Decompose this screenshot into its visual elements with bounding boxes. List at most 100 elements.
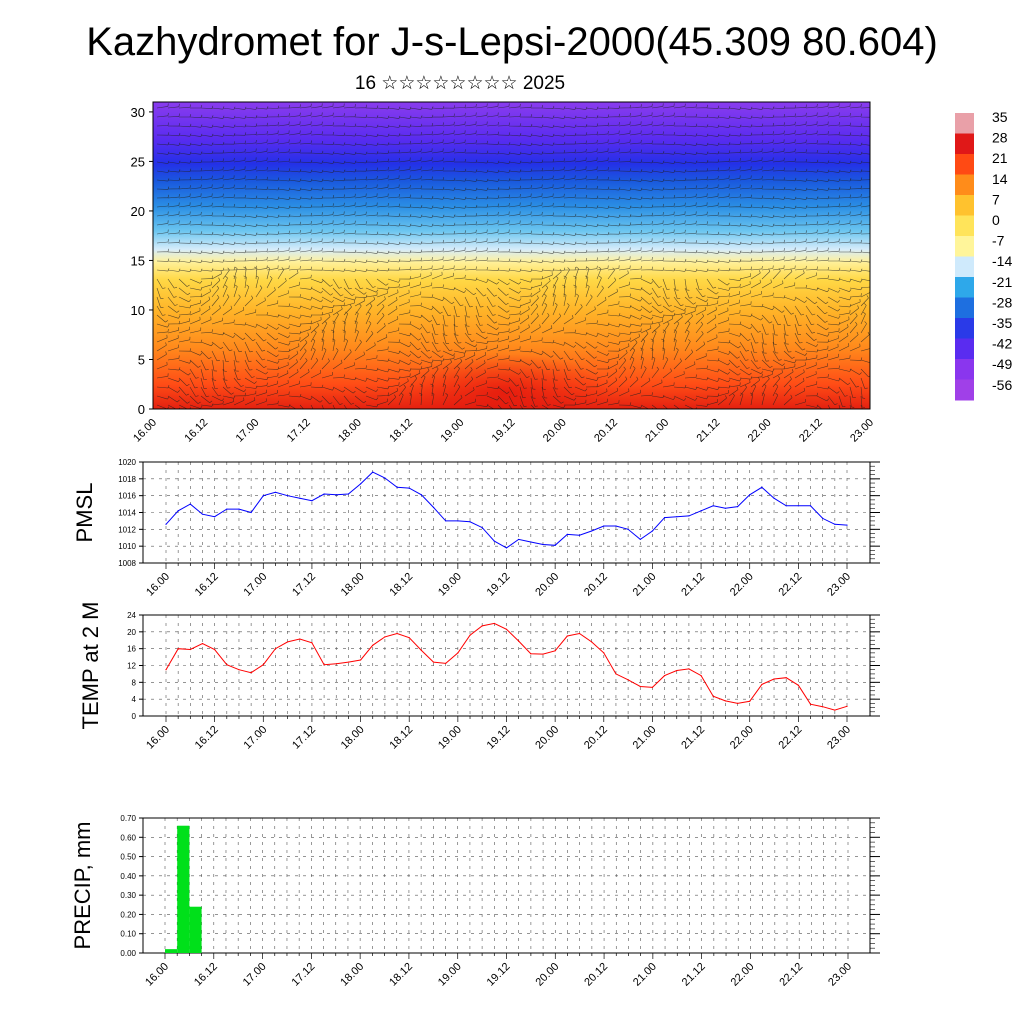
data-point [627, 679, 629, 681]
colorbar-label: -42 [992, 336, 1012, 352]
y-tick-label: 0.00 [120, 949, 136, 958]
data-point [432, 506, 435, 509]
y-tick-label: 0.20 [120, 910, 136, 919]
x-tick-label: 16.00 [144, 571, 172, 599]
data-point [822, 706, 824, 708]
x-tick-label: 22.12 [797, 417, 825, 445]
x-tick-label: 18.12 [387, 417, 415, 445]
colorbar-label: 7 [992, 191, 1000, 207]
colorbar-label: 28 [992, 130, 1008, 146]
data-point [165, 523, 167, 525]
data-point [639, 538, 641, 541]
panel-2 [139, 614, 880, 722]
colorbar-label: -56 [992, 377, 1012, 393]
data-point [469, 521, 471, 523]
chart-subtitle: 16 ☆☆☆☆☆☆☆☆ 2025 [354, 73, 566, 94]
data-point [420, 494, 422, 496]
data-point [554, 544, 556, 546]
warm-core [395, 354, 615, 409]
data-point [761, 486, 763, 488]
x-tick-label: 23.00 [848, 417, 876, 445]
x-tick-label: 22.12 [777, 571, 805, 599]
data-point [797, 684, 799, 686]
data-point [627, 528, 629, 530]
data-point [420, 649, 422, 651]
data-point [481, 625, 483, 627]
data-point [177, 648, 179, 650]
data-point [238, 508, 240, 510]
data-point [591, 530, 593, 532]
data-point [578, 632, 581, 635]
x-tick-label: 16.12 [182, 417, 210, 445]
data-point [445, 520, 447, 522]
y-axis-label: TEMP at 2 M [78, 602, 103, 730]
data-point [189, 648, 191, 651]
x-tick-label: 17.12 [290, 571, 318, 599]
colorbar-label: -35 [992, 315, 1012, 331]
data-point [749, 700, 751, 702]
data-point [372, 471, 374, 473]
x-tick-label: 22.12 [777, 961, 805, 989]
data-point [189, 503, 191, 505]
panel-1 [139, 461, 880, 569]
colorbar-label: 0 [992, 212, 1000, 228]
data-point [688, 668, 690, 670]
data-point [408, 487, 410, 489]
y-tick-label: 1012 [118, 525, 136, 534]
data-point [773, 497, 775, 499]
x-tick-label: 17.00 [241, 571, 269, 599]
y-tick-label: 1014 [118, 509, 136, 518]
grid-lines [143, 614, 870, 717]
x-tick-label: 21.12 [695, 417, 723, 445]
data-point [384, 477, 386, 479]
colorbar-label: 21 [992, 150, 1008, 166]
data-point [384, 636, 386, 638]
x-tick-label: 22.00 [729, 961, 757, 989]
data-point [822, 517, 824, 519]
colorbar-label: -21 [992, 274, 1012, 290]
data-point [408, 637, 410, 639]
x-tick-label: 21.12 [680, 961, 708, 989]
data-point [554, 650, 556, 652]
colorbar-segment [955, 297, 974, 319]
x-tick-label: 18.12 [387, 724, 415, 752]
y-tick-label: 12 [127, 662, 136, 671]
colorbar-segment [955, 277, 974, 298]
data-point [347, 661, 350, 663]
data-point [396, 632, 398, 635]
x-tick-label: 17.00 [241, 961, 269, 989]
heatmap-y-tick-label: 10 [131, 303, 145, 318]
heatmap-y-tick-label: 0 [138, 402, 145, 417]
x-tick-label: 22.00 [728, 724, 756, 752]
x-tick-label: 20.00 [533, 571, 561, 599]
data-point [505, 628, 508, 630]
data-point [530, 541, 532, 543]
x-tick-label: 19.00 [436, 724, 464, 752]
x-tick-label: 20.00 [533, 724, 561, 752]
heatmap-y-tick-label: 20 [131, 204, 145, 219]
x-tick-label: 19.12 [490, 417, 518, 445]
x-tick-label: 17.12 [290, 961, 318, 989]
grid-lines [143, 817, 870, 954]
data-point [700, 510, 702, 512]
data-point [287, 641, 289, 643]
x-tick-label: 19.00 [438, 417, 466, 445]
data-point [505, 547, 508, 549]
heatmap-y-tick-label: 15 [131, 253, 145, 268]
x-tick-label: 16.00 [143, 961, 171, 989]
data-point [299, 638, 301, 640]
data-point [846, 524, 848, 526]
y-tick-label: 0.70 [120, 814, 136, 823]
heatmap-y-tick-label: 30 [131, 105, 145, 120]
y-tick-label: 0.60 [120, 833, 136, 842]
x-tick-label: 22.00 [728, 571, 756, 599]
colorbar-segment [955, 113, 974, 134]
x-tick-label: 22.12 [777, 724, 805, 752]
y-tick-label: 20 [127, 628, 136, 637]
wind-barbs [156, 103, 870, 409]
data-point [834, 523, 836, 525]
data-point [736, 702, 739, 704]
x-tick-label: 20.12 [582, 571, 610, 599]
heatmap-y-tick-label: 25 [131, 154, 145, 169]
panel-3 [139, 817, 880, 959]
